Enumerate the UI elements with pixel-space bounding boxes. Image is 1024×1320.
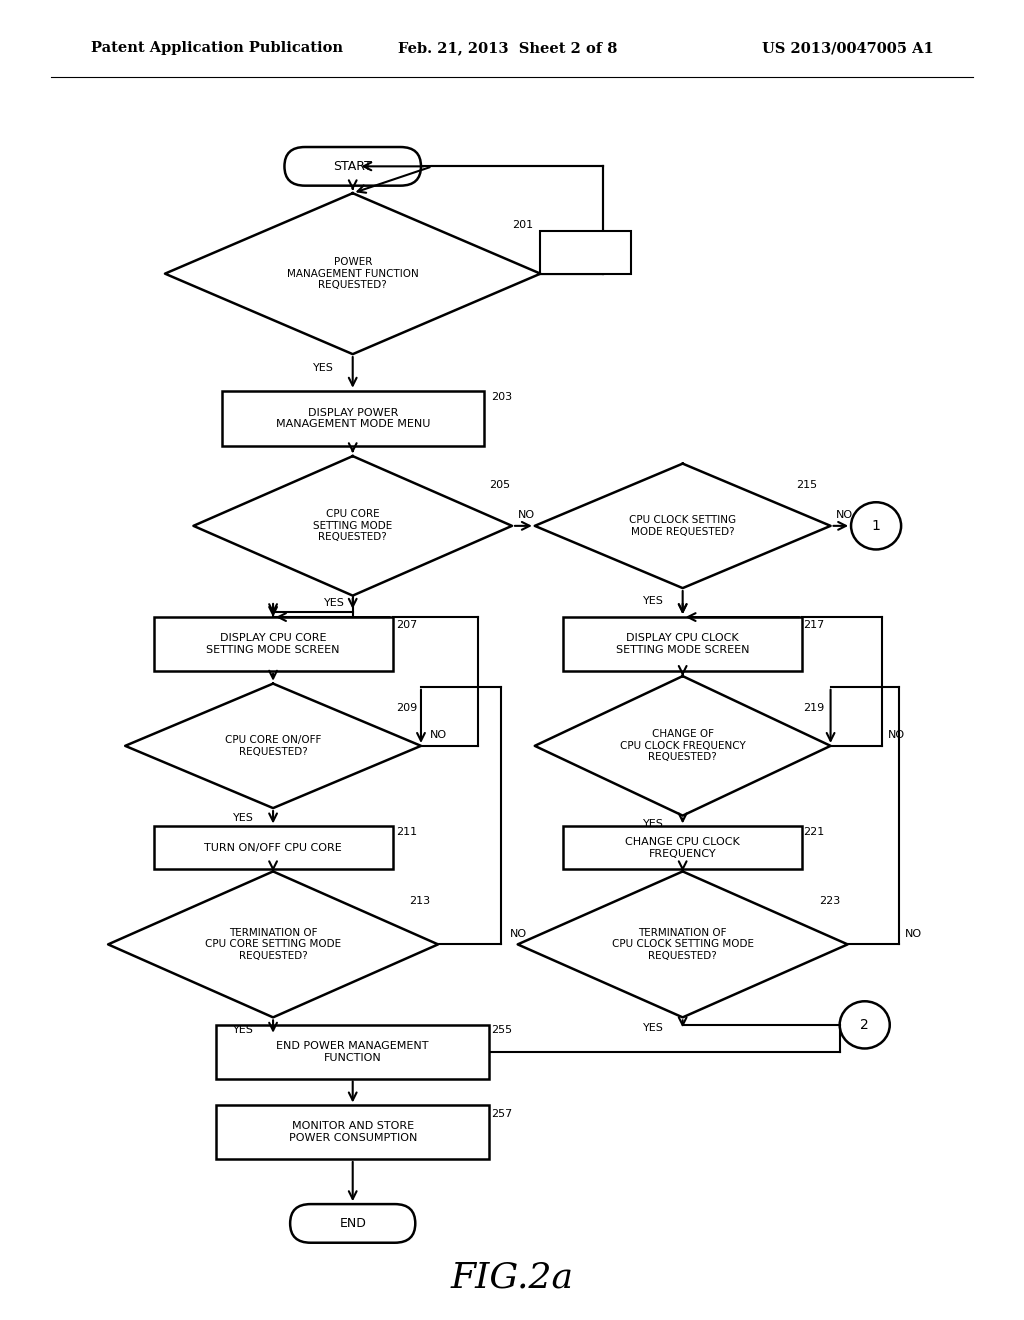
Bar [563, 616, 802, 671]
Text: NO: NO [430, 730, 447, 741]
Polygon shape [535, 463, 830, 589]
Text: 207: 207 [396, 619, 417, 630]
Text: 213: 213 [410, 896, 431, 907]
Text: 217: 217 [803, 619, 824, 630]
Bar [563, 826, 802, 870]
Text: CPU CORE ON/OFF
REQUESTED?: CPU CORE ON/OFF REQUESTED? [225, 735, 322, 756]
FancyBboxPatch shape [290, 1204, 416, 1242]
Text: TERMINATION OF
CPU CORE SETTING MODE
REQUESTED?: TERMINATION OF CPU CORE SETTING MODE REQ… [205, 928, 341, 961]
FancyBboxPatch shape [285, 147, 421, 186]
Polygon shape [518, 871, 848, 1018]
Text: NO: NO [510, 929, 527, 939]
Text: DISPLAY CPU CORE
SETTING MODE SCREEN: DISPLAY CPU CORE SETTING MODE SCREEN [206, 634, 340, 655]
Text: 223: 223 [819, 896, 841, 907]
Text: NO: NO [557, 257, 574, 268]
Text: CPU CLOCK SETTING
MODE REQUESTED?: CPU CLOCK SETTING MODE REQUESTED? [629, 515, 736, 537]
Text: NO: NO [518, 510, 535, 520]
Text: YES: YES [233, 1026, 254, 1035]
Bar [154, 616, 392, 671]
Text: TERMINATION OF
CPU CLOCK SETTING MODE
REQUESTED?: TERMINATION OF CPU CLOCK SETTING MODE RE… [611, 928, 754, 961]
Text: YES: YES [643, 820, 664, 829]
Text: 205: 205 [489, 480, 510, 490]
Text: YES: YES [643, 1023, 664, 1034]
Text: END: END [339, 1217, 367, 1230]
Bar [541, 231, 632, 273]
Polygon shape [165, 193, 541, 354]
Text: 257: 257 [492, 1109, 513, 1119]
Text: FIG.2a: FIG.2a [451, 1261, 573, 1294]
Text: END POWER MANAGEMENT
FUNCTION: END POWER MANAGEMENT FUNCTION [276, 1041, 429, 1063]
Text: 203: 203 [492, 392, 513, 403]
Bar [154, 826, 392, 870]
Text: TURN ON/OFF CPU CORE: TURN ON/OFF CPU CORE [204, 842, 342, 853]
Text: YES: YES [233, 813, 254, 822]
Text: DISPLAY CPU CLOCK
SETTING MODE SCREEN: DISPLAY CPU CLOCK SETTING MODE SCREEN [615, 634, 750, 655]
Text: DISPLAY POWER
MANAGEMENT MODE MENU: DISPLAY POWER MANAGEMENT MODE MENU [275, 408, 430, 429]
Text: NO: NO [904, 929, 922, 939]
Bar [222, 391, 483, 446]
Text: NO: NO [888, 730, 904, 741]
Polygon shape [535, 676, 830, 816]
Text: 255: 255 [492, 1026, 513, 1035]
Text: CHANGE OF
CPU CLOCK FREQUENCY
REQUESTED?: CHANGE OF CPU CLOCK FREQUENCY REQUESTED? [620, 729, 745, 763]
Text: YES: YES [325, 598, 345, 609]
Polygon shape [125, 684, 421, 808]
Text: MONITOR AND STORE
POWER CONSUMPTION: MONITOR AND STORE POWER CONSUMPTION [289, 1122, 417, 1143]
Text: CPU CORE
SETTING MODE
REQUESTED?: CPU CORE SETTING MODE REQUESTED? [313, 510, 392, 543]
Bar [216, 1105, 489, 1159]
Polygon shape [109, 871, 438, 1018]
Text: US 2013/0047005 A1: US 2013/0047005 A1 [762, 41, 934, 55]
Text: 201: 201 [512, 220, 534, 231]
Text: 221: 221 [803, 826, 824, 837]
Text: 211: 211 [396, 826, 417, 837]
Text: YES: YES [643, 595, 664, 606]
Text: START: START [333, 160, 372, 173]
Text: 1: 1 [871, 519, 881, 533]
Text: NO: NO [837, 510, 853, 520]
Text: 219: 219 [803, 704, 824, 713]
Text: 209: 209 [396, 704, 417, 713]
Bar [216, 1024, 489, 1078]
Text: Patent Application Publication: Patent Application Publication [91, 41, 343, 55]
Text: Feb. 21, 2013  Sheet 2 of 8: Feb. 21, 2013 Sheet 2 of 8 [398, 41, 617, 55]
Text: 2: 2 [860, 1018, 869, 1032]
Text: CHANGE CPU CLOCK
FREQUENCY: CHANGE CPU CLOCK FREQUENCY [626, 837, 740, 858]
Text: YES: YES [313, 363, 334, 374]
Polygon shape [194, 457, 512, 595]
Text: 215: 215 [797, 480, 817, 490]
Text: POWER
MANAGEMENT FUNCTION
REQUESTED?: POWER MANAGEMENT FUNCTION REQUESTED? [287, 257, 419, 290]
